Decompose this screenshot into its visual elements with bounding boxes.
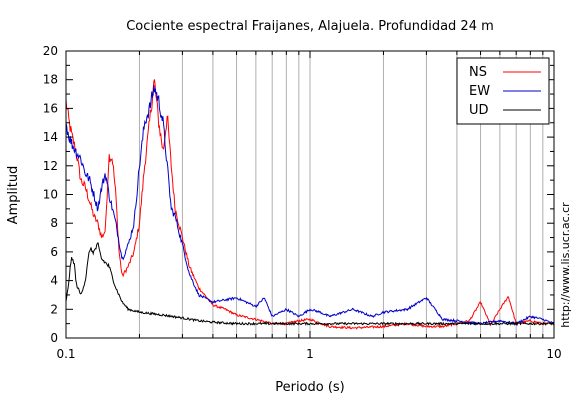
series-line-ew (65, 85, 555, 326)
legend-label-ud: UD (469, 103, 489, 118)
x-tick-label: 10 (546, 347, 561, 361)
series-lines (65, 79, 555, 330)
y-tick-label: 12 (43, 159, 58, 173)
y-tick-label: 4 (50, 274, 58, 288)
series-line-ud (65, 242, 555, 327)
y-tick-label: 18 (43, 73, 58, 87)
y-tick-label: 2 (50, 302, 58, 316)
x-tick-label: 0.1 (56, 347, 75, 361)
y-axis-label: Amplitud (6, 166, 21, 225)
y-tick-label: 0 (50, 331, 58, 345)
y-tick-label: 14 (43, 130, 58, 144)
y-tick-label: 10 (43, 188, 58, 202)
legend: NS EW UD (456, 57, 550, 125)
x-tick-label: 1 (306, 347, 314, 361)
x-axis-ticks: 0.1 1 10 (56, 51, 562, 361)
legend-label-ns: NS (469, 65, 487, 80)
chart-title: Cociente espectral Fraijanes, Alajuela. … (126, 19, 494, 34)
series-line-ns (65, 79, 555, 330)
x-axis-label: Periodo (s) (275, 380, 345, 395)
y-tick-label: 20 (43, 44, 58, 58)
y-tick-label: 6 (50, 245, 58, 259)
side-url-note: http://www.lis.ucr.ac.cr (559, 202, 572, 328)
y-tick-label: 16 (43, 101, 58, 115)
legend-label-ew: EW (469, 84, 490, 99)
y-tick-label: 8 (50, 216, 58, 230)
y-axis-ticks: 0 2 4 6 8 10 12 14 16 18 20 (43, 44, 554, 345)
